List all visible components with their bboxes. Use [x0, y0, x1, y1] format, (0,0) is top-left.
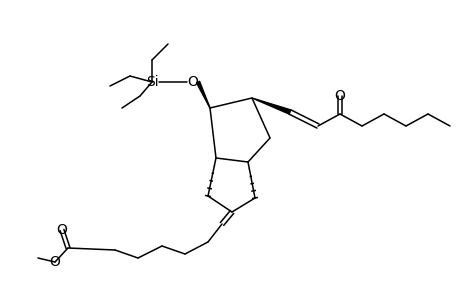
Text: O: O — [50, 255, 60, 269]
Text: O: O — [334, 89, 345, 103]
Polygon shape — [196, 81, 210, 108]
Text: Si: Si — [146, 75, 158, 89]
Text: O: O — [56, 223, 67, 237]
Polygon shape — [252, 98, 290, 114]
Text: O: O — [187, 75, 198, 89]
